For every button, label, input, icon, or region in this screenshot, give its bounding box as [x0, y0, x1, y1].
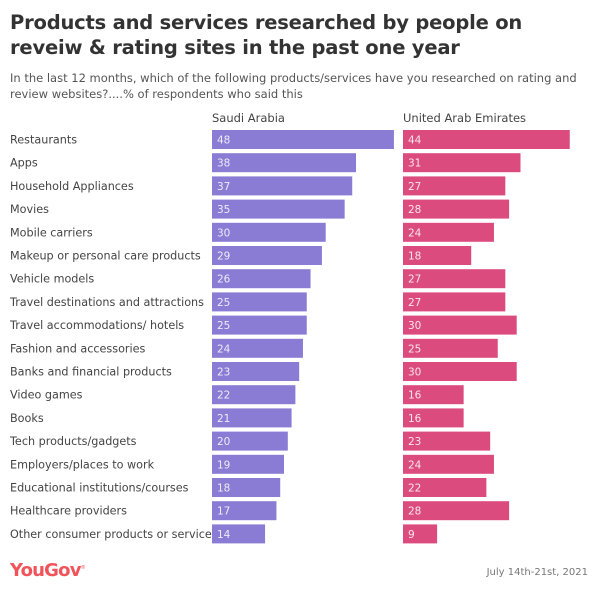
bar-uae [403, 408, 464, 428]
category-label: Makeup or personal care products [10, 250, 201, 263]
category-label: Travel destinations and attractions [9, 296, 204, 309]
bar-saudi-arabia [212, 524, 266, 544]
bar-value-label: 29 [217, 251, 230, 263]
bar-value-label: 23 [217, 367, 230, 379]
bar-uae [403, 222, 494, 242]
category-label: Healthcare providers [10, 505, 127, 518]
bar-uae [403, 524, 438, 544]
bar-saudi-arabia [212, 222, 326, 242]
bar-value-label: 30 [408, 367, 421, 379]
category-label: Travel accommodations/ hotels [9, 319, 184, 332]
bar-uae [403, 478, 487, 497]
survey-date: July 14th-21st, 2021 [486, 567, 588, 578]
bar-uae [403, 130, 570, 149]
bar-value-label: 18 [408, 251, 421, 263]
bar-saudi-arabia [212, 454, 285, 474]
bar-uae [403, 385, 464, 405]
bar-uae [403, 199, 510, 219]
bar-saudi-arabia [212, 292, 307, 312]
category-label: Restaurants [10, 134, 77, 147]
series-header-saudi-arabia: Saudi Arabia [212, 111, 285, 125]
bar-value-label: 27 [408, 297, 421, 309]
bar-value-label: 27 [408, 274, 421, 286]
bar-value-label: 24 [408, 459, 422, 471]
bar-value-label: 37 [217, 181, 230, 193]
bar-value-label: 24 [217, 343, 231, 355]
bar-uae [403, 454, 494, 474]
category-label: Employers/places to work [10, 458, 155, 471]
bar-value-label: 16 [408, 413, 422, 425]
bar-uae [403, 362, 517, 381]
bar-value-label: 22 [217, 390, 230, 402]
bar-uae [403, 153, 521, 173]
bar-value-label: 25 [408, 343, 421, 355]
bar-saudi-arabia [212, 246, 322, 265]
bar-saudi-arabia [212, 431, 288, 451]
category-label: Mobile carriers [10, 226, 93, 239]
bar-value-label: 25 [217, 320, 230, 332]
category-label: Apps [10, 157, 38, 170]
category-label: Fashion and accessories [10, 342, 146, 355]
chart-subtitle: In the last 12 months, which of the foll… [10, 71, 577, 101]
bar-value-label: 26 [217, 274, 231, 286]
bar-saudi-arabia [212, 153, 357, 173]
bar-saudi-arabia [212, 408, 292, 428]
bar-value-label: 24 [408, 227, 422, 239]
bar-value-label: 22 [408, 483, 421, 495]
bar-value-label: 19 [217, 459, 230, 471]
brand-name: YouGov [10, 560, 81, 581]
bar-value-label: 17 [217, 506, 230, 518]
bar-value-label: 35 [217, 204, 230, 216]
bar-value-label: 30 [217, 227, 230, 239]
bar-uae [403, 292, 506, 312]
bar-uae [403, 176, 506, 196]
category-label: Banks and financial products [10, 366, 172, 379]
bar-value-label: 9 [408, 529, 415, 541]
bar-uae [403, 315, 517, 335]
category-label: Household Appliances [10, 180, 134, 193]
chart-title: Products and services researched by peop… [10, 11, 523, 59]
category-label: Books [10, 412, 44, 425]
bar-value-label: 18 [217, 483, 230, 495]
bar-saudi-arabia [212, 478, 281, 497]
bar-uae [403, 501, 510, 521]
bar-saudi-arabia [212, 385, 296, 405]
bar-value-label: 25 [217, 297, 230, 309]
bar-value-label: 44 [408, 135, 422, 147]
category-label: Other consumer products or service [10, 528, 212, 541]
bar-value-label: 27 [408, 181, 421, 193]
bar-saudi-arabia [212, 130, 394, 149]
bar-saudi-arabia [212, 199, 345, 219]
yougov-logo: YouGov® [10, 560, 86, 581]
bar-saudi-arabia [212, 338, 303, 358]
category-label: Video games [10, 389, 83, 402]
bar-value-label: 38 [217, 158, 230, 170]
bar-value-label: 14 [217, 529, 231, 541]
bar-uae [403, 431, 491, 451]
bar-value-label: 28 [408, 506, 421, 518]
bar-value-label: 30 [408, 320, 421, 332]
category-label: Vehicle models [10, 273, 94, 286]
bar-saudi-arabia [212, 269, 311, 289]
bar-value-label: 48 [217, 135, 230, 147]
category-label: Movies [10, 203, 49, 216]
bar-saudi-arabia [212, 176, 353, 196]
bar-value-label: 31 [408, 158, 421, 170]
bar-value-label: 20 [217, 436, 230, 448]
bar-value-label: 21 [217, 413, 230, 425]
bar-saudi-arabia [212, 315, 307, 335]
series-header-united-arab-emirates: United Arab Emirates [403, 111, 526, 125]
category-label: Tech products/gadgets [9, 435, 137, 448]
bar-saudi-arabia [212, 362, 300, 381]
bar-uae [403, 338, 498, 358]
bar-uae [403, 269, 506, 289]
bar-saudi-arabia [212, 501, 277, 521]
bar-value-label: 28 [408, 204, 421, 216]
bar-value-label: 23 [408, 436, 421, 448]
bar-uae [403, 246, 472, 265]
bar-value-label: 16 [408, 390, 422, 402]
category-label: Educational institutions/courses [10, 482, 189, 495]
